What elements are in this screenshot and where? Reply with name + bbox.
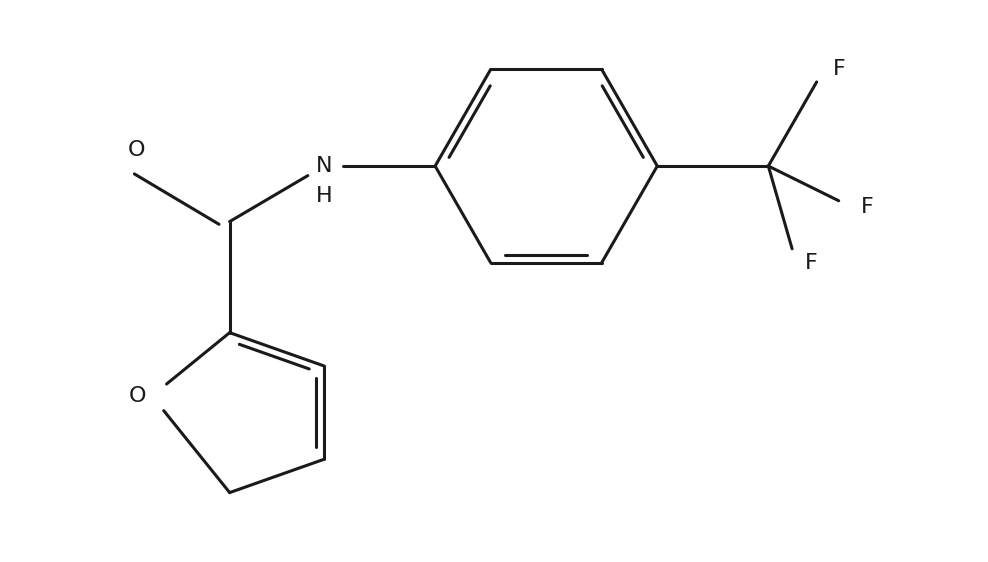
Text: F: F [861, 197, 873, 217]
Text: F: F [833, 60, 846, 79]
Text: N: N [316, 156, 332, 176]
Text: H: H [316, 186, 332, 206]
Text: F: F [805, 253, 818, 273]
Text: O: O [127, 140, 145, 161]
Text: O: O [128, 386, 146, 406]
